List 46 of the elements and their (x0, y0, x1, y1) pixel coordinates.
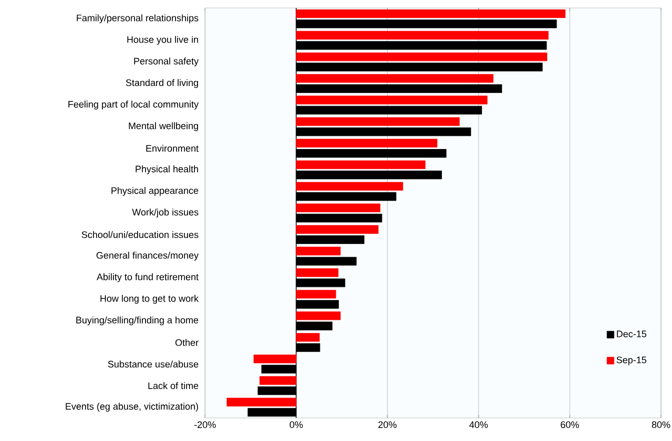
bar (296, 290, 336, 299)
y-tick-label: Personal safety (134, 58, 199, 66)
bar (296, 74, 494, 83)
y-tick-label: How long to get to work (100, 294, 199, 304)
bar (296, 246, 341, 256)
y-tick-label: Physical health (136, 165, 198, 174)
bar (296, 182, 404, 191)
y-tick-label: Events (eg abuse, victimization) (66, 402, 198, 412)
y-tick-label: Other (175, 338, 198, 346)
legend-label: Sep-15 (616, 356, 646, 366)
y-tick-label: Family/personal relationships (76, 14, 198, 24)
bar (296, 204, 380, 212)
x-tick-label: -20% (194, 421, 216, 428)
bar (296, 52, 548, 62)
bar (254, 354, 296, 364)
legend-label: Dec-15 (616, 330, 646, 338)
y-tick-label: Work/job issues (132, 208, 198, 218)
y-tick-label: Ability to fund retirement (96, 273, 199, 282)
y-tick-label: Environment (146, 144, 199, 152)
bar (296, 311, 341, 320)
x-tick-label: 80% (652, 421, 670, 428)
bar (296, 117, 460, 126)
y-tick-label: Buying/selling/finding a home (76, 316, 198, 326)
y-tick-label: Standard of living (126, 79, 198, 88)
x-tick-label: 0% (290, 421, 303, 428)
bar (296, 160, 426, 170)
y-tick-label: Lack of time (148, 382, 198, 390)
bar (296, 138, 438, 148)
x-tick-label: 60% (560, 421, 579, 428)
x-tick-label: 40% (469, 421, 488, 428)
y-tick-label: Physical appearance (112, 186, 198, 196)
bar (296, 268, 338, 277)
y-tick-label: Substance use/abuse (108, 360, 198, 368)
bar (296, 9, 566, 18)
y-tick-label: Mental wellbeing (128, 122, 198, 132)
bar (296, 225, 378, 234)
bar (296, 96, 488, 104)
bar (260, 376, 296, 385)
bar (226, 398, 296, 406)
y-tick-label: House you live in (127, 36, 198, 45)
bar (296, 30, 549, 40)
bar (296, 333, 320, 342)
y-tick-label: School/uni/education issues (82, 231, 198, 238)
x-tick-label: 20% (378, 421, 397, 428)
y-tick-label: Feeling part of local community (68, 100, 199, 110)
y-tick-label: General finances/money (96, 252, 199, 261)
